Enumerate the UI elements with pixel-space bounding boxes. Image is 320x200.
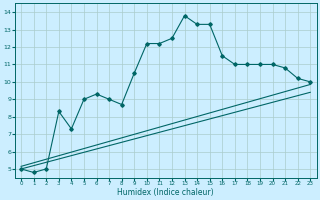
- X-axis label: Humidex (Indice chaleur): Humidex (Indice chaleur): [117, 188, 214, 197]
